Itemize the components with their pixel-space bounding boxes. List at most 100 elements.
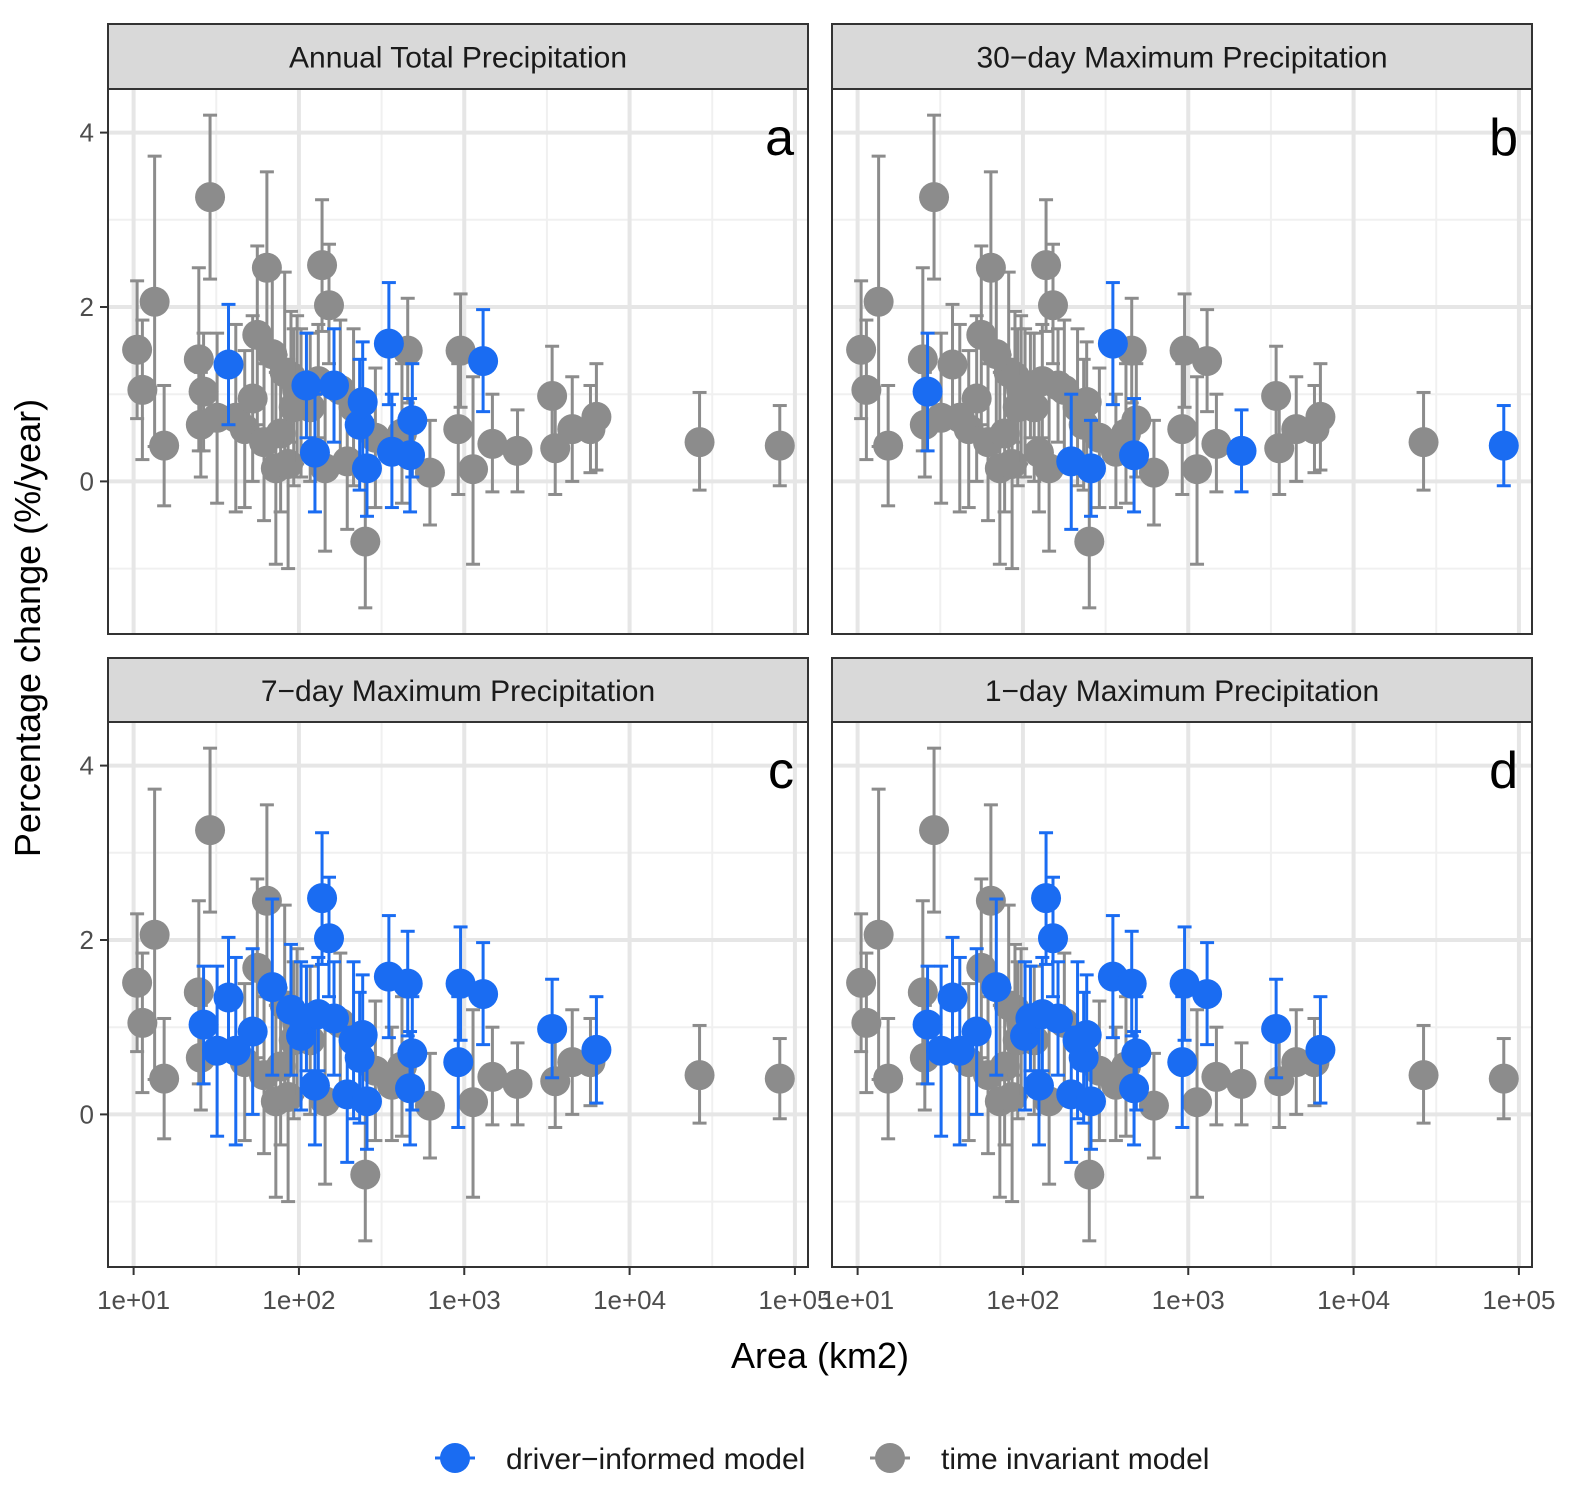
data-point: [149, 1063, 180, 1094]
invariant-model-point: [195, 113, 226, 281]
data-point: [373, 328, 404, 359]
data-point: [350, 526, 381, 557]
invariant-model-point: [764, 404, 795, 488]
data-point: [1071, 387, 1102, 418]
driver-model-point: [468, 308, 499, 414]
data-point: [127, 1007, 158, 1038]
data-point: [477, 1061, 508, 1092]
driver-model-point: [1075, 418, 1106, 518]
invariant-model-point: [1226, 1041, 1257, 1127]
data-point: [392, 968, 423, 999]
y-tick-label: 2: [80, 292, 94, 322]
facet-strip: [107, 23, 809, 90]
invariant-model-point: [188, 331, 219, 453]
data-point: [937, 349, 968, 380]
invariant-model-point: [273, 357, 304, 571]
facet-strip: [107, 657, 809, 723]
data-point: [1488, 430, 1519, 461]
facet-title: 7−day Maximum Precipitation: [261, 675, 655, 708]
x-tick-label: 1e+03: [1152, 1285, 1225, 1315]
data-point: [1192, 346, 1223, 377]
data-point: [1264, 1066, 1295, 1097]
facet-panel-c: 7−day Maximum Precipitation c 0 2 4 1e+01 1e+0…: [80, 657, 831, 1315]
driver-model-point: [1116, 929, 1147, 1038]
invariant-model-point: [1264, 401, 1295, 496]
legend-key-point: [440, 1443, 470, 1473]
data-point: [1261, 380, 1292, 411]
driver-model-point: [319, 327, 350, 444]
data-point: [1408, 1060, 1439, 1091]
data-point: [139, 286, 170, 317]
driver-model-point: [188, 964, 219, 1086]
data-point: [351, 453, 382, 484]
invariant-model-point: [313, 242, 344, 366]
data-point: [851, 1007, 882, 1038]
data-point: [1488, 1063, 1519, 1094]
facet-panel-a: Annual Total Precipitation a 0 2 4: [80, 23, 809, 635]
legend-entry-driver: driver−informed model: [435, 1443, 805, 1476]
invariant-model-point: [581, 362, 612, 472]
data-point: [912, 376, 943, 407]
x-tick-label: 1e+02: [262, 1285, 335, 1315]
data-point: [213, 349, 244, 380]
data-point: [1119, 440, 1150, 471]
data-point: [122, 334, 153, 365]
data-point: [307, 883, 338, 914]
panel-border: [107, 88, 809, 635]
invariant-model-point: [251, 170, 282, 366]
data-point: [1121, 1038, 1152, 1069]
y-tick-label: 0: [80, 466, 94, 496]
data-point: [540, 433, 571, 464]
data-point: [1182, 1087, 1213, 1118]
data-point: [764, 430, 795, 461]
data-point: [188, 1009, 219, 1040]
data-point: [912, 1009, 943, 1040]
data-point: [684, 427, 715, 458]
data-point: [188, 376, 219, 407]
data-point: [1305, 401, 1336, 432]
data-point: [502, 1068, 533, 1099]
invariant-model-point: [1192, 308, 1223, 414]
legend-label: driver−informed model: [506, 1443, 805, 1476]
data-point: [937, 982, 968, 1013]
data-series: [122, 746, 795, 1243]
invariant-model-point: [477, 1025, 508, 1127]
legend-entry-invariant: time invariant model: [870, 1443, 1209, 1476]
x-tick-label: 1e+03: [428, 1285, 501, 1315]
data-point: [257, 972, 288, 1003]
driver-model-point: [1261, 977, 1292, 1080]
data-point: [458, 1087, 489, 1118]
invariant-model-point: [851, 951, 882, 1095]
data-point: [1023, 1070, 1054, 1101]
data-point: [183, 977, 214, 1008]
data-point: [443, 1047, 474, 1078]
invariant-model-point: [445, 292, 476, 409]
data-point: [414, 1090, 445, 1121]
data-point: [537, 380, 568, 411]
invariant-model-point: [684, 390, 715, 492]
driver-model-point: [1119, 397, 1150, 514]
facet-strip: [831, 23, 1533, 90]
data-point: [443, 414, 474, 445]
x-tick-label: 1e+05: [758, 1285, 831, 1315]
x-tick-label: 1e+02: [986, 1285, 1059, 1315]
data-point: [1037, 290, 1068, 321]
data-point: [468, 346, 499, 377]
data-point: [273, 448, 304, 479]
data-point: [907, 977, 938, 1008]
invariant-model-point: [139, 154, 170, 449]
driver-model-point: [351, 1051, 382, 1151]
y-tick-label: 4: [80, 118, 94, 148]
data-point: [1074, 1159, 1105, 1190]
data-point: [195, 815, 226, 846]
data-point: [251, 252, 282, 283]
invariant-model-point: [1201, 392, 1232, 494]
data-point: [1071, 1020, 1102, 1051]
data-point: [1121, 405, 1152, 436]
data-point: [313, 923, 344, 954]
driver-model-point: [347, 973, 378, 1099]
data-point: [1037, 923, 1068, 954]
driver-model-point: [912, 331, 943, 453]
data-point: [395, 440, 426, 471]
